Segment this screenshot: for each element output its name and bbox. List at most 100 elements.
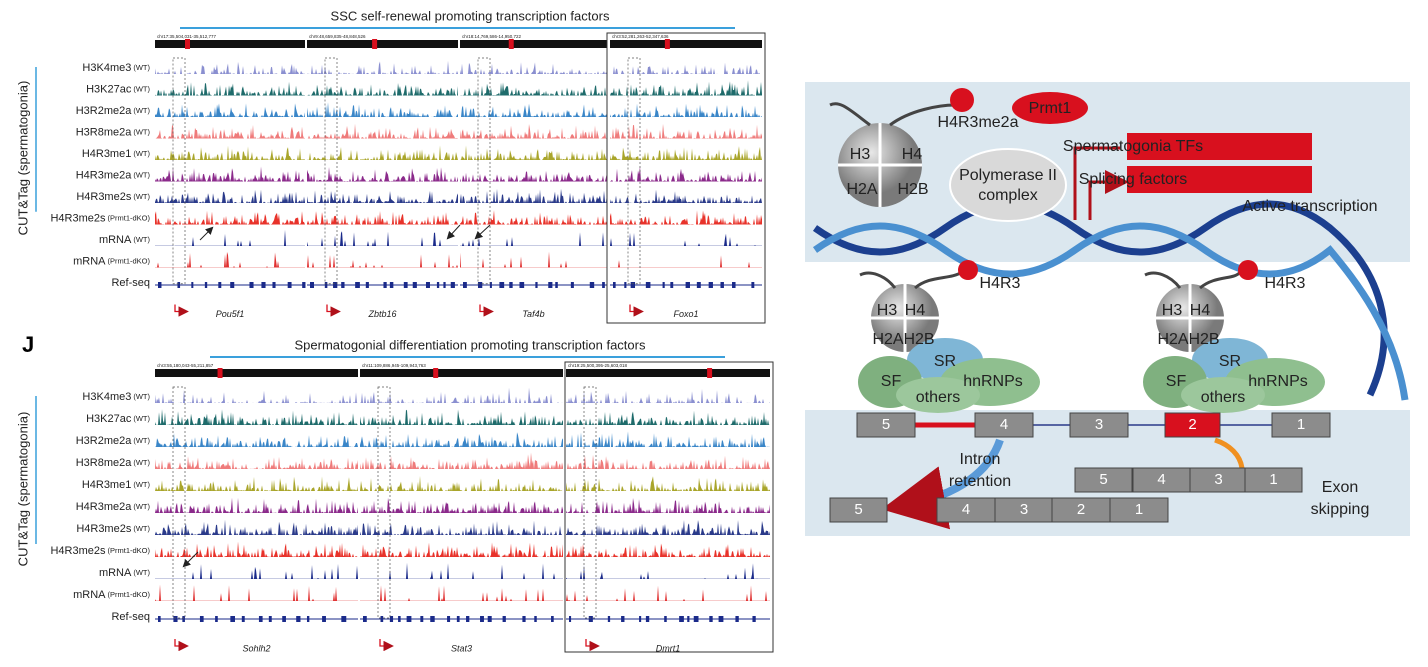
exon [856,412,916,438]
signal-track [566,498,770,513]
exon [389,282,394,288]
nucleosome-low [859,260,1258,352]
signal-track [610,255,762,268]
arrow [1214,437,1245,469]
exon [589,282,595,288]
signal-track [155,166,305,182]
signal-track [610,146,762,160]
exon [607,616,611,622]
diagram-text: H2B [1188,331,1219,348]
track-condition: (WT) [133,106,150,115]
exon [272,282,276,288]
exon-label: 5 [854,501,862,518]
signal-track [460,62,607,74]
exon [282,616,286,622]
ideogram-marker [707,368,713,378]
ideogram [566,369,770,377]
signal-track [566,563,770,579]
diagram-text: H3 [877,302,898,319]
signal-track [155,476,358,491]
exon-label: 1 [1269,471,1277,488]
exon [570,282,574,288]
panel-label: J [22,332,34,357]
prmt1 [1012,92,1088,124]
exon [182,616,185,622]
tss-arrow [585,639,600,652]
browser-panel: SSC self-renewal promoting transcription… [15,8,766,324]
exon [735,616,739,622]
signal-track [460,170,607,182]
track-label: H4R3me1 (WT) [82,479,151,491]
exon-label: 2 [1077,501,1085,518]
track-name: H4R3me1 [82,479,132,491]
exon [380,616,384,622]
track-condition: (Prmt1-dKO) [107,590,150,599]
exon [974,412,1034,438]
exon [355,282,360,288]
exon [613,282,616,288]
track-name: H3R2me2a [76,105,133,117]
signal-track [155,145,305,160]
signal-track [460,82,607,96]
track-label: H3K27ac (WT) [86,413,150,425]
track-name: mRNA [99,567,132,579]
diagram-text: Active transcription [1242,198,1377,215]
track-label: Ref-seq [111,611,150,623]
diagram-text: H2B [897,181,928,198]
signal-track [307,211,458,225]
histone-tail [829,102,956,127]
track-condition: (WT) [133,63,150,72]
exon [322,616,326,622]
exon [430,616,435,622]
track-label: H3R8me2a (WT) [76,457,151,469]
highlight [477,57,491,285]
signal-track [566,431,770,447]
exon [241,616,245,622]
nucleosome-divider [838,123,922,207]
exon [310,282,315,288]
exon [333,282,338,288]
exon [199,616,204,622]
diagram-text: H3 [1162,302,1183,319]
exon [602,282,605,288]
exon [662,282,665,288]
track-name: Ref-seq [111,277,150,289]
exon [936,497,996,523]
exon [645,616,650,622]
exon [389,616,394,622]
exon [1189,467,1248,493]
signal-track [566,388,770,403]
diagram-text: retention [949,473,1011,490]
signal-track [307,254,458,268]
exon [215,616,218,622]
track-label: H3K4me3 (WT) [82,62,150,74]
exon [204,282,208,288]
track-name: H4R3me2a [76,501,133,513]
ideogram [155,40,305,48]
diagram-text: complex [978,187,1038,204]
exon [480,616,484,622]
tss-arrow [479,304,494,317]
gene-name: Foxo1 [673,309,698,319]
polymerase [949,148,1067,222]
signal-track [566,454,770,469]
ideogram [360,369,563,377]
ideogram-marker [508,39,514,49]
exon [249,282,254,288]
signal-track [155,124,305,139]
exon [509,282,513,288]
exon [1244,467,1303,493]
track-name: mRNA [73,255,106,267]
browser-panel: Spermatogonial differentiation promoting… [15,332,774,653]
track-condition: (WT) [133,392,150,401]
exon [365,282,369,288]
exon [324,282,328,288]
signal-track [307,123,458,139]
exon [403,282,408,288]
exon [569,616,572,622]
track-condition: (WT) [133,524,150,533]
track-label: H3R2me2a (WT) [76,105,151,117]
signal-track [460,145,607,160]
track-label: H4R3me2s (Prmt1-dKO) [50,545,150,557]
highlight [172,57,186,285]
